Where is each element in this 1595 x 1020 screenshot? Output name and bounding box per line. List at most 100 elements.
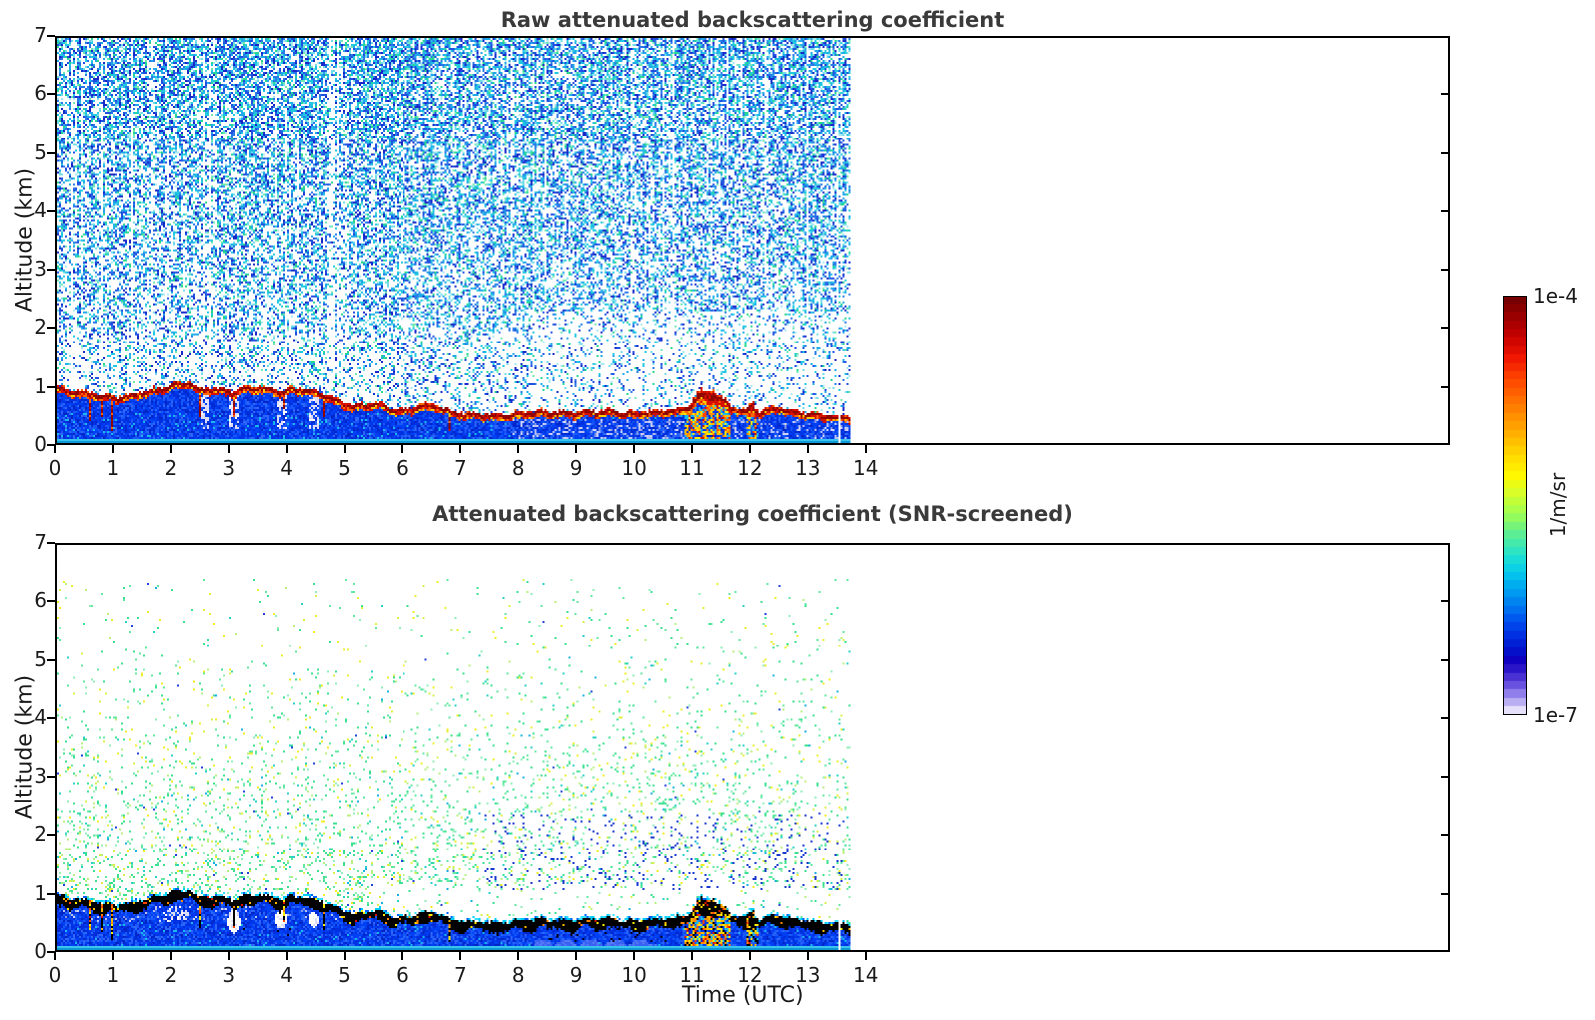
colorbar-unit-label: 1/m/sr bbox=[1546, 472, 1570, 538]
x-tick-mark bbox=[285, 445, 288, 453]
x-tick-mark bbox=[633, 445, 636, 453]
y-tick-mark bbox=[47, 542, 55, 544]
y-tick-label: 7 bbox=[34, 23, 47, 47]
y-tick-label: 2 bbox=[34, 822, 47, 847]
bottom-panel-title: Attenuated backscattering coefficient (S… bbox=[432, 502, 1073, 526]
y-tick-mark-right bbox=[1441, 892, 1448, 895]
x-tick-mark bbox=[227, 952, 230, 960]
x-tick-label: 13 bbox=[795, 456, 821, 480]
y-tick-mark-right bbox=[1441, 834, 1448, 837]
y-tick-mark bbox=[47, 151, 55, 154]
x-tick-mark bbox=[748, 952, 751, 960]
y-tick-label: 5 bbox=[34, 646, 47, 671]
raw-backscatter-heatmap bbox=[55, 36, 1450, 445]
y-tick-mark bbox=[47, 658, 55, 661]
x-tick-mark bbox=[575, 445, 578, 453]
x-tick-mark bbox=[54, 445, 56, 453]
y-tick-label: 7 bbox=[34, 530, 47, 554]
x-tick-label: 3 bbox=[222, 456, 236, 480]
y-tick-mark bbox=[47, 834, 55, 837]
x-tick-label: 4 bbox=[280, 456, 293, 480]
x-tick-label: 12 bbox=[737, 963, 763, 987]
x-tick-mark bbox=[285, 952, 288, 960]
y-tick-mark-right bbox=[1441, 210, 1448, 213]
x-tick-label: 6 bbox=[396, 456, 409, 480]
y-tick-mark bbox=[47, 35, 55, 37]
y-tick-mark bbox=[47, 717, 55, 720]
x-tick-mark bbox=[111, 952, 114, 960]
y-tick-mark bbox=[47, 951, 55, 953]
y-tick-label: 6 bbox=[34, 588, 47, 613]
x-tick-label: 3 bbox=[222, 963, 236, 987]
y-tick-mark bbox=[47, 775, 55, 778]
x-tick-label: 2 bbox=[164, 963, 178, 987]
y-tick-label: 2 bbox=[34, 315, 47, 340]
x-tick-mark bbox=[864, 445, 867, 453]
y-tick-mark bbox=[47, 210, 55, 213]
y-tick-mark bbox=[47, 93, 55, 96]
y-tick-mark-right bbox=[1441, 717, 1448, 720]
y-tick-mark bbox=[47, 327, 55, 330]
x-tick-label: 10 bbox=[621, 963, 647, 987]
y-tick-mark-right bbox=[1441, 658, 1448, 661]
x-tick-mark bbox=[54, 952, 56, 960]
y-tick-mark-right bbox=[1441, 775, 1448, 778]
x-tick-label: 1 bbox=[106, 963, 120, 987]
x-tick-label: 8 bbox=[511, 963, 525, 987]
y-tick-mark bbox=[47, 444, 55, 446]
x-tick-label: 1 bbox=[106, 456, 120, 480]
x-tick-mark bbox=[517, 445, 520, 453]
x-tick-label: 0 bbox=[48, 963, 62, 987]
y-tick-label: 0 bbox=[34, 432, 47, 456]
x-tick-label: 14 bbox=[852, 963, 879, 987]
bottom-y-axis-label: Altitude (km) bbox=[12, 674, 38, 820]
x-tick-mark bbox=[111, 445, 114, 453]
y-tick-mark bbox=[47, 600, 55, 603]
x-tick-mark bbox=[343, 445, 346, 453]
y-tick-label: 1 bbox=[34, 880, 47, 905]
x-tick-mark bbox=[459, 952, 462, 960]
x-tick-mark bbox=[169, 445, 172, 453]
x-tick-mark bbox=[864, 952, 867, 960]
y-tick-label: 3 bbox=[34, 256, 47, 281]
y-tick-label: 6 bbox=[34, 81, 47, 106]
y-tick-mark bbox=[47, 268, 55, 271]
x-tick-label: 7 bbox=[453, 456, 467, 480]
x-tick-mark bbox=[575, 952, 578, 960]
x-tick-label: 5 bbox=[338, 963, 351, 987]
x-tick-mark bbox=[690, 445, 693, 453]
x-tick-label: 6 bbox=[396, 963, 409, 987]
y-tick-label: 3 bbox=[34, 763, 47, 788]
x-tick-label: 4 bbox=[280, 963, 293, 987]
colorbar-min-label: 1e-7 bbox=[1533, 703, 1578, 727]
y-tick-label: 1 bbox=[34, 373, 47, 398]
y-tick-label: 5 bbox=[34, 139, 47, 164]
x-tick-label: 5 bbox=[338, 456, 351, 480]
x-tick-label: 7 bbox=[453, 963, 467, 987]
x-tick-mark bbox=[690, 952, 693, 960]
y-tick-label: 0 bbox=[34, 939, 47, 963]
y-tick-mark-right bbox=[1441, 151, 1448, 154]
x-tick-mark bbox=[459, 445, 462, 453]
x-tick-label: 13 bbox=[795, 963, 821, 987]
x-tick-label: 11 bbox=[679, 963, 705, 987]
colorbar bbox=[1503, 296, 1527, 715]
x-tick-label: 9 bbox=[569, 456, 583, 480]
x-tick-label: 14 bbox=[852, 456, 879, 480]
x-tick-mark bbox=[748, 445, 751, 453]
x-tick-mark bbox=[806, 952, 809, 960]
x-tick-label: 12 bbox=[737, 456, 763, 480]
x-tick-label: 0 bbox=[48, 456, 62, 480]
y-tick-mark-right bbox=[1441, 327, 1448, 330]
top-panel-title: Raw attenuated backscattering coefficien… bbox=[500, 8, 1005, 32]
x-tick-mark bbox=[343, 952, 346, 960]
y-tick-mark-right bbox=[1441, 93, 1448, 96]
x-tick-label: 8 bbox=[511, 456, 525, 480]
x-tick-label: 9 bbox=[569, 963, 583, 987]
y-tick-mark-right bbox=[1441, 385, 1448, 388]
x-tick-mark bbox=[517, 952, 520, 960]
x-tick-mark bbox=[227, 445, 230, 453]
top-y-axis-label: Altitude (km) bbox=[12, 167, 38, 313]
screened-backscatter-heatmap bbox=[55, 543, 1450, 952]
